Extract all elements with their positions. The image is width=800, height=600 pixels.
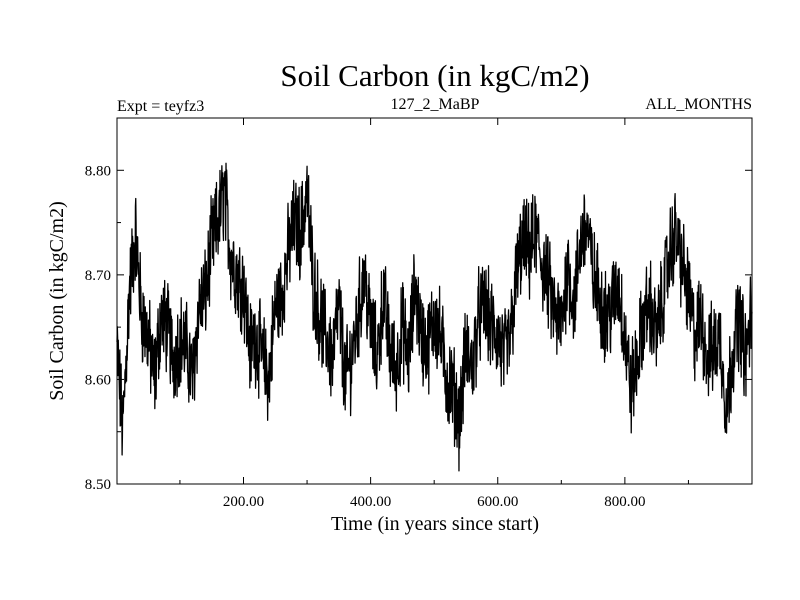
y-tick-label: 8.80 [85,163,111,179]
x-tick-label: 200.00 [223,494,264,510]
x-tick-label: 600.00 [477,494,518,510]
series-line [116,162,753,472]
y-tick-label: 8.60 [85,372,111,388]
y-tick-label: 8.50 [85,477,111,493]
y-tick-label: 8.70 [85,268,111,284]
y-axis-label: Soil Carbon (in kgC/m2) [46,201,68,400]
chart-title: Soil Carbon (in kgC/m2) [280,58,589,93]
subtitle-left: Expt = teyfz3 [117,98,204,115]
x-axis-label: Time (in years since start) [331,513,539,535]
subtitle-right: ALL_MONTHS [645,96,752,113]
subtitle-center: 127_2_MaBP [391,96,480,113]
plot-frame [116,117,753,485]
x-tick-label: 400.00 [350,494,391,510]
x-tick-label: 800.00 [604,494,645,510]
